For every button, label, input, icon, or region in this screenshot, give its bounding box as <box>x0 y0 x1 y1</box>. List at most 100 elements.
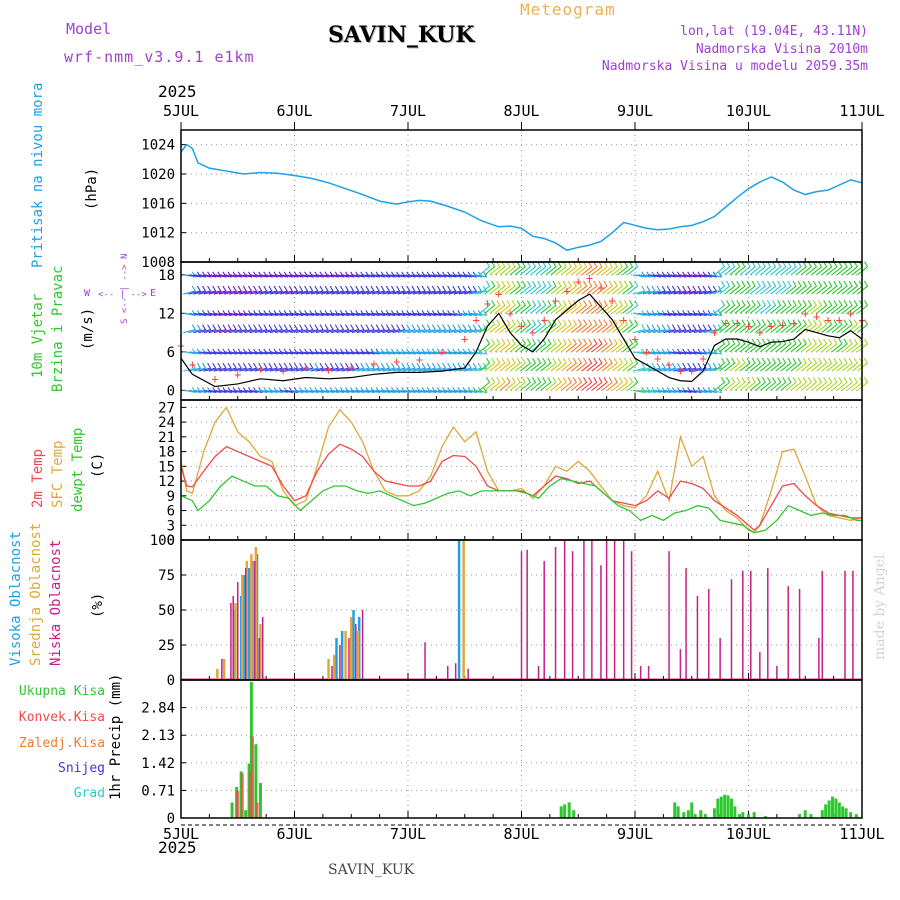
wind-barb <box>234 348 248 355</box>
total-precip-bar <box>841 806 845 818</box>
y-tick-label: 6 <box>167 345 175 361</box>
wind-barb <box>499 280 511 295</box>
wind-barb <box>377 348 391 355</box>
wind-barb <box>760 300 772 314</box>
wind-barb <box>382 362 396 372</box>
wind-barb <box>464 310 478 317</box>
wind-barb <box>504 338 516 353</box>
wind-barb <box>576 357 588 372</box>
wind-barb <box>275 310 289 317</box>
total-precip-bar <box>803 810 807 818</box>
wind-barb <box>249 362 263 372</box>
wind-barb <box>555 261 567 276</box>
wind-barb <box>560 377 572 391</box>
mid-cloud-bar <box>216 668 219 680</box>
wind-barb <box>724 261 736 276</box>
total-precip-bar <box>693 814 697 818</box>
wind-barb <box>213 348 227 355</box>
wind-barb <box>407 271 422 278</box>
gust-marker: + <box>631 332 638 346</box>
wind-barb <box>203 310 217 317</box>
wind-barb <box>581 319 593 334</box>
wind-barb <box>617 377 629 391</box>
wind-barb <box>724 377 736 391</box>
gust-marker: + <box>620 313 627 327</box>
wind-barb <box>653 310 667 317</box>
wind-barb <box>341 387 355 394</box>
wind-barb <box>765 319 777 334</box>
wind-barb <box>525 280 537 295</box>
wind-barb <box>606 300 618 314</box>
low-cloud-bar <box>554 547 557 680</box>
gust-marker: + <box>234 367 241 381</box>
wind-barb <box>464 285 478 295</box>
wind-barb <box>709 285 723 295</box>
high-cloud-bar <box>340 631 344 680</box>
total-precip-bar <box>827 800 831 818</box>
wind-barb <box>213 310 227 317</box>
precip-legend-frozen: Zaledj.Kisa <box>18 736 105 751</box>
low-cloud-bar <box>571 551 574 680</box>
wind-barb <box>321 324 335 334</box>
wind-barb <box>658 362 672 372</box>
wind-barb <box>448 285 462 295</box>
low-cloud-bar <box>526 549 528 680</box>
total-precip-bar <box>699 810 703 818</box>
wind-barb <box>305 362 319 372</box>
wind-barb <box>402 285 416 295</box>
wind-barb <box>341 285 355 295</box>
wind-barb <box>581 280 593 295</box>
wind-barb <box>709 324 723 334</box>
gust-marker: + <box>529 326 536 340</box>
wind-barb <box>310 387 325 394</box>
y-tick-label: 12 <box>158 474 175 490</box>
wind-barb <box>341 348 355 355</box>
wind-barb <box>785 300 797 314</box>
wind-barb <box>760 377 772 391</box>
wind-barb <box>382 271 396 278</box>
wind-barb <box>321 362 335 372</box>
wind-key-east: E <box>150 288 157 299</box>
wind-barb <box>315 285 329 295</box>
gust-marker: + <box>790 316 797 330</box>
wind-barb <box>831 357 843 372</box>
wind-barb <box>550 261 562 276</box>
wind-barb <box>305 387 319 394</box>
wind-barb <box>464 324 478 334</box>
wind-barb <box>269 285 283 295</box>
wind-barb <box>739 357 751 372</box>
wind-barb <box>806 319 818 334</box>
wind-barb <box>795 300 807 314</box>
wind-barb <box>433 271 447 278</box>
wind-barb <box>469 310 483 317</box>
wind-barb <box>637 324 651 334</box>
wind-barb <box>326 271 340 278</box>
wind-barb <box>555 377 567 391</box>
total-precip-bar <box>244 810 248 818</box>
wind-barb <box>213 271 227 278</box>
wind-barb <box>453 387 468 394</box>
wind-barb <box>617 300 629 314</box>
wind-barb <box>208 362 222 372</box>
wind-barb <box>704 310 718 317</box>
wind-barb <box>361 362 375 372</box>
wind-barb <box>800 280 812 295</box>
wind-barb <box>668 324 682 334</box>
y-tick-label: 0 <box>167 673 175 689</box>
wind-barb <box>438 310 452 317</box>
wind-barb <box>683 387 697 394</box>
wind-barb <box>668 362 682 372</box>
wind-barb <box>673 348 687 355</box>
wind-barb <box>489 319 501 334</box>
date-label-bottom: 6JUL <box>276 825 312 843</box>
wind-barb <box>627 338 639 353</box>
wind-barb <box>428 362 442 372</box>
wind-barb <box>653 271 667 278</box>
wind-barb <box>397 310 411 317</box>
gust-marker: + <box>597 281 604 295</box>
wind-barb <box>275 271 289 278</box>
wind-barb <box>484 261 496 276</box>
wind-barb <box>249 324 263 334</box>
y-tick-label: 1016 <box>141 196 175 212</box>
wind-barb <box>244 362 258 372</box>
